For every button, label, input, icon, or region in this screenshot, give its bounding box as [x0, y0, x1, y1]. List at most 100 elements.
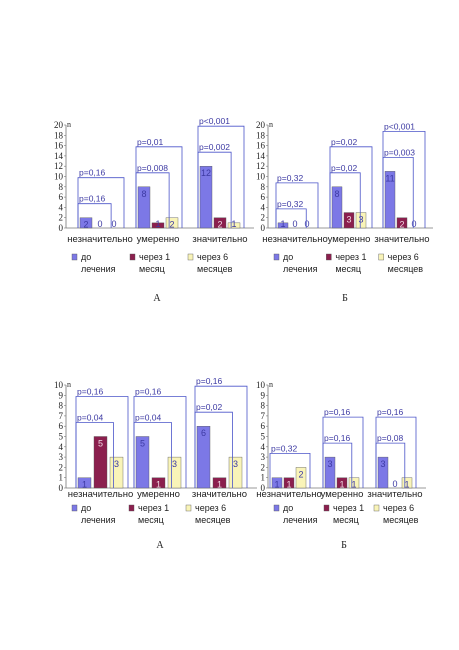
- data-label: 1: [155, 219, 160, 229]
- panel-letter: Б: [341, 540, 347, 551]
- legend-label: до лечения: [81, 252, 116, 274]
- y-tick-label: 2: [261, 462, 266, 472]
- category-label: значительно: [192, 489, 247, 500]
- bar: [331, 186, 343, 229]
- y-tick-label: 5: [59, 432, 64, 442]
- data-label: 3: [327, 459, 332, 469]
- y-tick-label: 8: [59, 182, 64, 192]
- p-value-inner: p=0,16: [324, 433, 351, 443]
- p-bracket-outer: [375, 416, 417, 488]
- data-label: 0: [411, 219, 416, 229]
- y-tick-label: 0: [261, 483, 266, 493]
- y-tick-label: 14: [256, 151, 266, 161]
- y-tick-label: 10: [256, 172, 266, 182]
- p-value-inner: p=0,32: [277, 199, 304, 209]
- p-value-outer: p=0,32: [277, 173, 304, 183]
- y-tick-label: 8: [261, 401, 266, 411]
- bar: [79, 217, 93, 229]
- p-value-inner: p=0,003: [384, 147, 415, 157]
- y-tick-label: 8: [59, 401, 64, 411]
- bar: [227, 222, 241, 229]
- y-unit-label: n: [269, 120, 273, 129]
- legend-swatch: [378, 253, 384, 261]
- y-tick-label: 9: [59, 390, 64, 400]
- bar: [165, 217, 179, 229]
- p-value-inner: p=0,008: [137, 163, 168, 173]
- p-bracket-outer: [77, 177, 125, 228]
- y-tick-label: 7: [59, 411, 64, 421]
- p-value-inner: p=0,002: [199, 142, 230, 152]
- p-bracket-outer: [135, 146, 183, 228]
- bar: [212, 477, 227, 489]
- legend-swatch: [71, 253, 78, 261]
- category-label: незначительно: [67, 234, 133, 245]
- y-tick-label: 7: [261, 411, 266, 421]
- data-label: 1: [280, 219, 285, 229]
- data-label: 2: [298, 469, 303, 479]
- p-bracket-outer: [382, 130, 426, 228]
- y-tick-label: 18: [256, 130, 266, 140]
- bar: [377, 456, 389, 489]
- p-value-outer: p=0,32: [271, 443, 298, 453]
- category-label: умеренно: [321, 489, 364, 500]
- legend-label: до лечения: [283, 503, 318, 525]
- y-tick-label: 10: [54, 380, 64, 390]
- legend-label: через 6 месяцев: [388, 252, 424, 274]
- data-label: 3: [114, 459, 119, 469]
- y-tick-label: 16: [54, 141, 64, 151]
- category-label: незначительно: [256, 489, 322, 500]
- data-label: 8: [141, 189, 146, 199]
- y-tick-label: 2: [59, 462, 64, 472]
- legend-label: через 1 месяц: [139, 252, 170, 274]
- bar: [196, 426, 211, 489]
- legend-swatch: [273, 504, 280, 512]
- bar: [355, 212, 367, 229]
- legend-label: через 1 месяц: [335, 252, 366, 274]
- y-tick-label: 0: [59, 223, 64, 233]
- data-label: 11: [385, 173, 394, 183]
- legend-label: до лечения: [283, 252, 318, 274]
- data-label: 2: [217, 220, 222, 230]
- legend-swatch: [71, 504, 78, 512]
- p-bracket-outer: [133, 396, 187, 488]
- p-value-inner: p=0,16: [79, 194, 106, 204]
- data-label: 1: [351, 480, 356, 490]
- category-label: значительно: [192, 234, 247, 245]
- y-tick-label: 4: [261, 442, 266, 452]
- y-tick-label: 1: [261, 473, 266, 483]
- y-tick-label: 9: [261, 390, 266, 400]
- legend-label: через 1 месяц: [333, 503, 364, 525]
- p-value-outer: p=0,16: [377, 407, 404, 417]
- data-label: 3: [346, 215, 351, 225]
- data-label: 5: [98, 439, 103, 449]
- y-tick-label: 16: [256, 141, 266, 151]
- p-value-outer: p<0,001: [199, 116, 230, 126]
- category-label: незначительно: [68, 489, 134, 500]
- data-label: 0: [392, 479, 397, 489]
- legend-swatch: [185, 504, 192, 512]
- y-tick-label: 20: [54, 120, 64, 130]
- bar: [199, 165, 213, 229]
- legend-swatch: [128, 504, 135, 512]
- p-value-inner: p=0,02: [331, 163, 358, 173]
- y-tick-label: 0: [261, 223, 266, 233]
- y-unit-label: n: [67, 380, 71, 389]
- bar: [277, 222, 289, 229]
- legend-label: через 6 месяцев: [195, 503, 231, 525]
- data-label: 6: [201, 428, 206, 438]
- y-tick-label: 6: [59, 192, 64, 202]
- data-label: 5: [140, 439, 145, 449]
- category-label: значительно: [367, 489, 422, 500]
- data-label: 3: [233, 459, 238, 469]
- y-tick-label: 18: [54, 130, 64, 140]
- panel-letter: А: [153, 293, 161, 304]
- p-value-outer: p=0,02: [331, 137, 358, 147]
- bar: [135, 436, 150, 489]
- data-label: 1: [274, 480, 279, 490]
- category-label: незначительно: [262, 234, 328, 245]
- legend-swatch: [323, 504, 330, 512]
- y-tick-label: 6: [261, 421, 266, 431]
- p-value-outer: p=0,01: [137, 137, 164, 147]
